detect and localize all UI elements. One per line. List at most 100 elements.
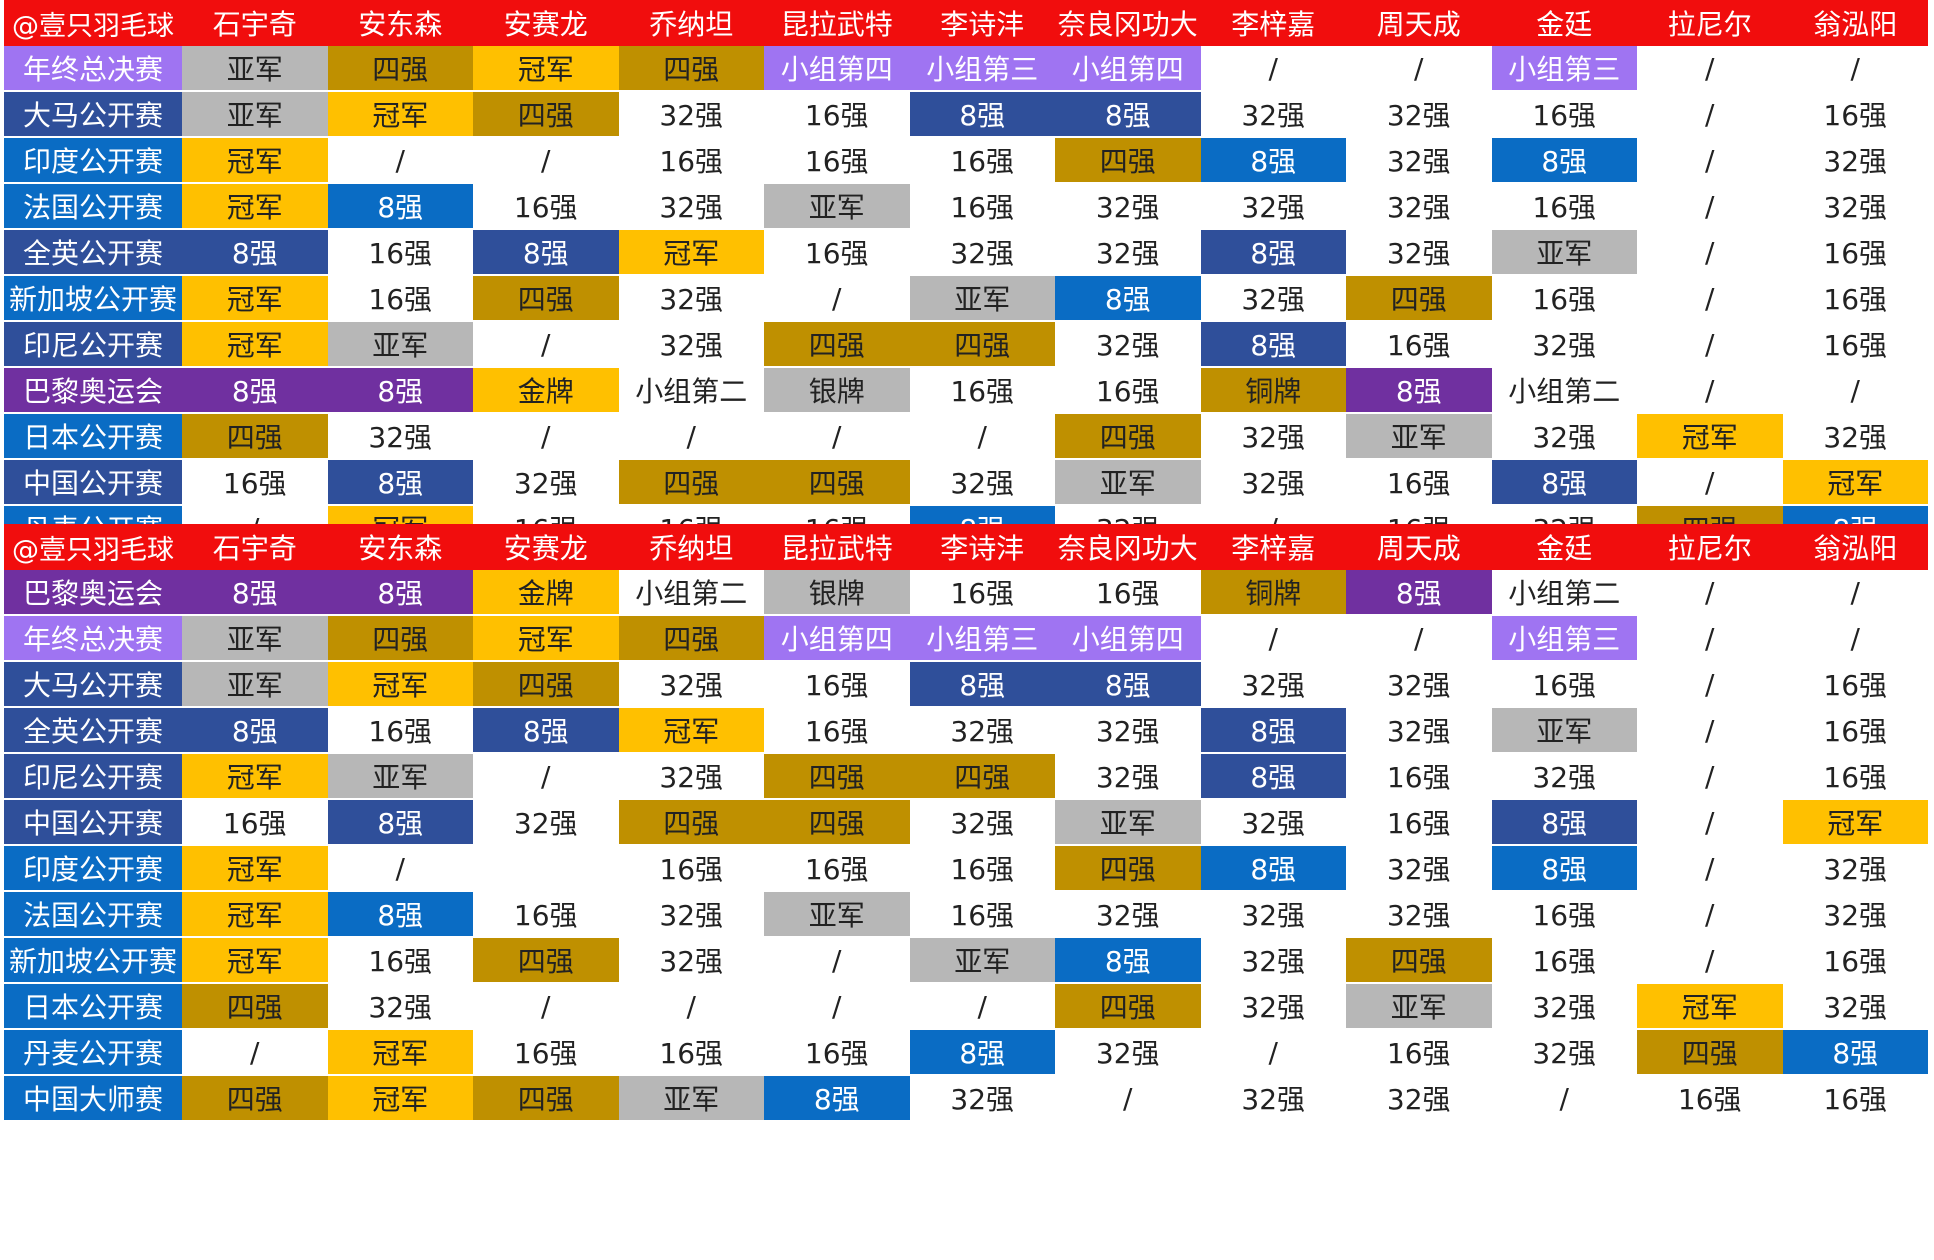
result-cell: 32强 bbox=[618, 92, 764, 136]
event-label: 新加坡公开赛 bbox=[4, 938, 182, 982]
result-cell: 32强 bbox=[1200, 460, 1346, 504]
result-cell: 冠军 bbox=[1637, 414, 1783, 458]
result-cell: / bbox=[1637, 276, 1783, 320]
result-cell: 亚军 bbox=[1055, 460, 1201, 504]
result-cell: 32强 bbox=[1346, 184, 1492, 228]
result-cell: 四强 bbox=[327, 616, 473, 660]
result-cell: / bbox=[1346, 616, 1492, 660]
result-cell: 32强 bbox=[1055, 754, 1201, 798]
result-cell: 32强 bbox=[1782, 984, 1928, 1028]
result-cell: / bbox=[1637, 892, 1783, 936]
result-cell: 16强 bbox=[1491, 276, 1637, 320]
table-row: 大马公开赛 亚军 冠军 四强 32强 16强 8强 8强 32强 32强 16强/16强 bbox=[4, 662, 1928, 708]
result-cell: 亚军 bbox=[182, 662, 328, 706]
result-cell: 16强 bbox=[1782, 938, 1928, 982]
table-row: 年终总决赛 亚军 四强 冠军 四强 小组第四 小组第三 小组第四 / / 小组第三 / / bbox=[4, 46, 1928, 92]
result-cell: 16强 bbox=[764, 1030, 910, 1074]
result-cell: 32强 bbox=[1200, 414, 1346, 458]
result-cell: 32强 bbox=[909, 800, 1055, 844]
result-cell: 金牌 bbox=[473, 368, 619, 412]
brand-watermark: @壹只羽毛球 bbox=[4, 524, 182, 570]
result-cell: / bbox=[1346, 46, 1492, 90]
result-cell: 32强 bbox=[1055, 708, 1201, 752]
result-cell: 16强 bbox=[1782, 276, 1928, 320]
result-cell: 铜牌 bbox=[1200, 368, 1346, 412]
result-cell: 32强 bbox=[473, 800, 619, 844]
result-cell: / bbox=[1200, 46, 1346, 90]
result-cell: 16强 bbox=[764, 138, 910, 182]
result-cell: 8强 bbox=[182, 230, 328, 274]
result-cell: 32强 bbox=[1055, 184, 1201, 228]
result-cell: 8强 bbox=[182, 368, 328, 412]
result-cell: 亚军 bbox=[909, 276, 1055, 320]
result-cell: 8强 bbox=[327, 184, 473, 228]
table-row: 全英公开赛 8强 16强 8强 冠军 16强 32强 32强 8强 32强 亚军/16强 bbox=[4, 230, 1928, 276]
result-cell: 16强 bbox=[182, 460, 328, 504]
result-cell: 32强 bbox=[618, 662, 764, 706]
result-cell: 16强 bbox=[1782, 92, 1928, 136]
result-cell: 金牌 bbox=[473, 570, 619, 614]
event-label: 巴黎奥运会 bbox=[4, 368, 182, 412]
result-cell: 小组第四 bbox=[764, 616, 910, 660]
results-table-bottom: @壹只羽毛球 石宇奇 安东森 安赛龙 乔纳坦 昆拉武特 李诗沣 奈良冈功大 李梓嘉 周天成 金廷 拉尼… bbox=[4, 524, 1928, 1122]
result-cell: / bbox=[1637, 460, 1783, 504]
result-cell: 冠军 bbox=[327, 662, 473, 706]
result-cell bbox=[473, 846, 619, 890]
result-cell: 16强 bbox=[764, 846, 910, 890]
event-label: 大马公开赛 bbox=[4, 662, 182, 706]
result-cell: 小组第四 bbox=[1055, 46, 1201, 90]
result-cell: 铜牌 bbox=[1200, 570, 1346, 614]
result-cell: 32强 bbox=[618, 322, 764, 366]
event-label: 印尼公开赛 bbox=[4, 322, 182, 366]
table-row: 新加坡公开赛 冠军 16强 四强 32强 / 亚军 8强 32强 四强 16强/16强 bbox=[4, 938, 1928, 984]
result-cell: 小组第三 bbox=[1491, 46, 1637, 90]
result-cell: 冠军 bbox=[182, 322, 328, 366]
result-cell: 32强 bbox=[1782, 138, 1928, 182]
result-cell: 四强 bbox=[764, 322, 910, 366]
result-cell: 四强 bbox=[1055, 984, 1201, 1028]
result-cell: 32强 bbox=[1200, 184, 1346, 228]
result-cell: 8强 bbox=[327, 892, 473, 936]
player-header: 翁泓阳 bbox=[1782, 0, 1928, 46]
result-cell: 8强 bbox=[1055, 938, 1201, 982]
result-cell: 亚军 bbox=[618, 1076, 764, 1120]
result-cell: 32强 bbox=[618, 184, 764, 228]
result-cell: 小组第四 bbox=[764, 46, 910, 90]
result-cell: 8强 bbox=[1491, 800, 1637, 844]
result-cell: 小组第三 bbox=[1491, 616, 1637, 660]
result-cell: 32强 bbox=[618, 892, 764, 936]
result-cell: 8强 bbox=[1491, 460, 1637, 504]
result-cell: 16强 bbox=[1055, 570, 1201, 614]
result-cell: 16强 bbox=[327, 230, 473, 274]
event-label: 中国公开赛 bbox=[4, 800, 182, 844]
event-label: 日本公开赛 bbox=[4, 414, 182, 458]
result-cell: 四强 bbox=[1637, 1030, 1783, 1074]
result-cell: 16强 bbox=[1491, 92, 1637, 136]
result-cell: 冠军 bbox=[618, 230, 764, 274]
result-cell: 四强 bbox=[764, 800, 910, 844]
result-cell: / bbox=[1637, 46, 1783, 90]
result-cell: / bbox=[1637, 938, 1783, 982]
player-header: 拉尼尔 bbox=[1637, 524, 1783, 570]
result-cell: 四强 bbox=[618, 46, 764, 90]
event-label: 巴黎奥运会 bbox=[4, 570, 182, 614]
result-cell: / bbox=[473, 754, 619, 798]
result-cell: 8强 bbox=[1200, 754, 1346, 798]
result-cell: / bbox=[473, 414, 619, 458]
result-cell: 16强 bbox=[182, 800, 328, 844]
result-cell: / bbox=[327, 846, 473, 890]
result-cell: 8强 bbox=[1782, 1030, 1928, 1074]
result-cell: 8强 bbox=[909, 662, 1055, 706]
player-header: 昆拉武特 bbox=[764, 0, 910, 46]
result-cell: 8强 bbox=[182, 570, 328, 614]
result-cell: 四强 bbox=[473, 1076, 619, 1120]
result-cell: 8强 bbox=[1200, 846, 1346, 890]
result-cell: 四强 bbox=[182, 414, 328, 458]
result-cell: 8强 bbox=[1491, 846, 1637, 890]
result-cell: 8强 bbox=[327, 570, 473, 614]
result-cell: / bbox=[1782, 570, 1928, 614]
result-cell: 16强 bbox=[473, 1030, 619, 1074]
result-cell: / bbox=[1637, 322, 1783, 366]
result-cell: 32强 bbox=[1782, 184, 1928, 228]
result-cell: 四强 bbox=[909, 754, 1055, 798]
